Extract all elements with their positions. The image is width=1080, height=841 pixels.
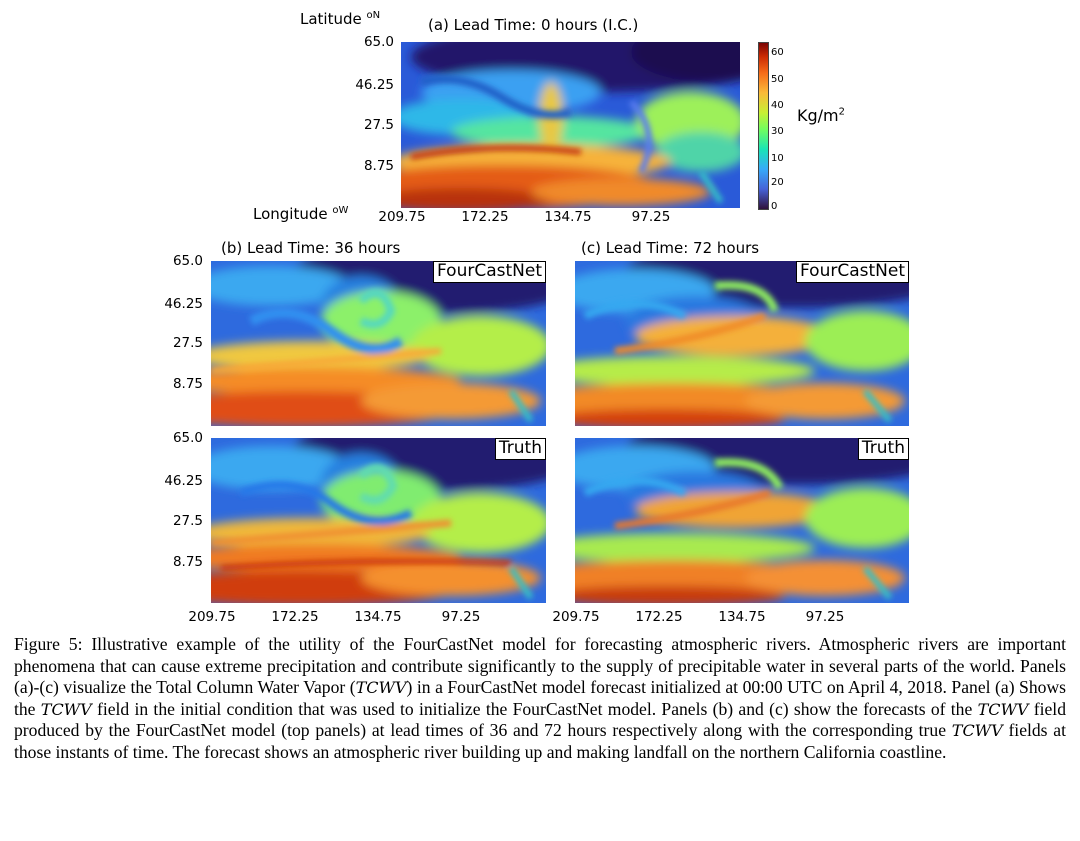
panel-b-title: (b) Lead Time: 36 hours [221, 239, 401, 257]
figure-caption: Figure 5: Illustrative example of the ut… [14, 634, 1066, 762]
colorbar-tick: 0 [771, 201, 778, 212]
tcwv-heatmap [211, 261, 546, 426]
tcwv-heatmap [211, 438, 546, 603]
panel-b-ytick: 46.25 [164, 296, 203, 312]
panel-a-ytick: 8.75 [363, 158, 394, 174]
forecast-tag: FourCastNet [796, 261, 909, 283]
colorbar-tick: 40 [771, 100, 784, 111]
colorbar-tick: 50 [771, 74, 784, 85]
panel-b-ytick: 27.5 [172, 335, 203, 351]
panel-c-xtick: 97.25 [805, 609, 845, 625]
panel-b-truth-ytick: 65.0 [172, 430, 203, 446]
panel-c-forecast-map: FourCastNet [575, 261, 909, 426]
panel-a-xtick: 134.75 [544, 209, 592, 225]
panel-c-xtick: 209.75 [552, 609, 600, 625]
truth-tag: Truth [494, 438, 546, 460]
panel-b-truth-map: Truth [211, 438, 546, 603]
colorbar [758, 42, 769, 210]
panel-b-xtick: 209.75 [188, 609, 236, 625]
tcwv-heatmap [575, 438, 909, 603]
panel-b-ytick: 65.0 [172, 253, 203, 269]
tcwv-heatmap [575, 261, 909, 426]
truth-tag: Truth [857, 438, 909, 460]
colorbar-unit: Kg/m2 [797, 106, 845, 125]
panel-a-xtick: 209.75 [378, 209, 426, 225]
panel-c-xtick: 172.25 [635, 609, 683, 625]
panel-a-ytick: 46.25 [355, 77, 394, 93]
panel-a-ytick: 27.5 [363, 117, 394, 133]
panel-b-xtick: 134.75 [354, 609, 402, 625]
panel-a-ytick: 65.0 [363, 34, 394, 50]
panel-a-xtick: 172.25 [461, 209, 509, 225]
panel-b-truth-ytick: 27.5 [172, 513, 203, 529]
colorbar-tick: 10 [771, 153, 784, 164]
latitude-axis-label: Latitude oN [300, 10, 381, 28]
panel-a-xtick: 97.25 [631, 209, 671, 225]
panel-b-xtick: 172.25 [271, 609, 319, 625]
tcwv-heatmap [401, 42, 740, 208]
panel-a-title: (a) Lead Time: 0 hours (I.C.) [428, 16, 639, 34]
panel-b-ytick: 8.75 [172, 376, 203, 392]
panel-b-truth-ytick: 46.25 [164, 473, 203, 489]
panel-b-forecast-map: FourCastNet [211, 261, 546, 426]
panel-a-map [401, 42, 740, 208]
colorbar-tick: 30 [771, 126, 784, 137]
longitude-axis-label: Longitude oW [253, 205, 349, 223]
panel-b-truth-ytick: 8.75 [172, 554, 203, 570]
panel-c-truth-map: Truth [575, 438, 909, 603]
forecast-tag: FourCastNet [433, 261, 546, 283]
colorbar-tick: 20 [771, 177, 784, 188]
colorbar-tick: 60 [771, 47, 784, 58]
panel-c-title: (c) Lead Time: 72 hours [581, 239, 760, 257]
panel-b-xtick: 97.25 [441, 609, 481, 625]
panel-c-xtick: 134.75 [718, 609, 766, 625]
